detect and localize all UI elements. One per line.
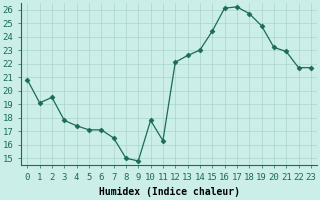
X-axis label: Humidex (Indice chaleur): Humidex (Indice chaleur) bbox=[99, 187, 240, 197]
